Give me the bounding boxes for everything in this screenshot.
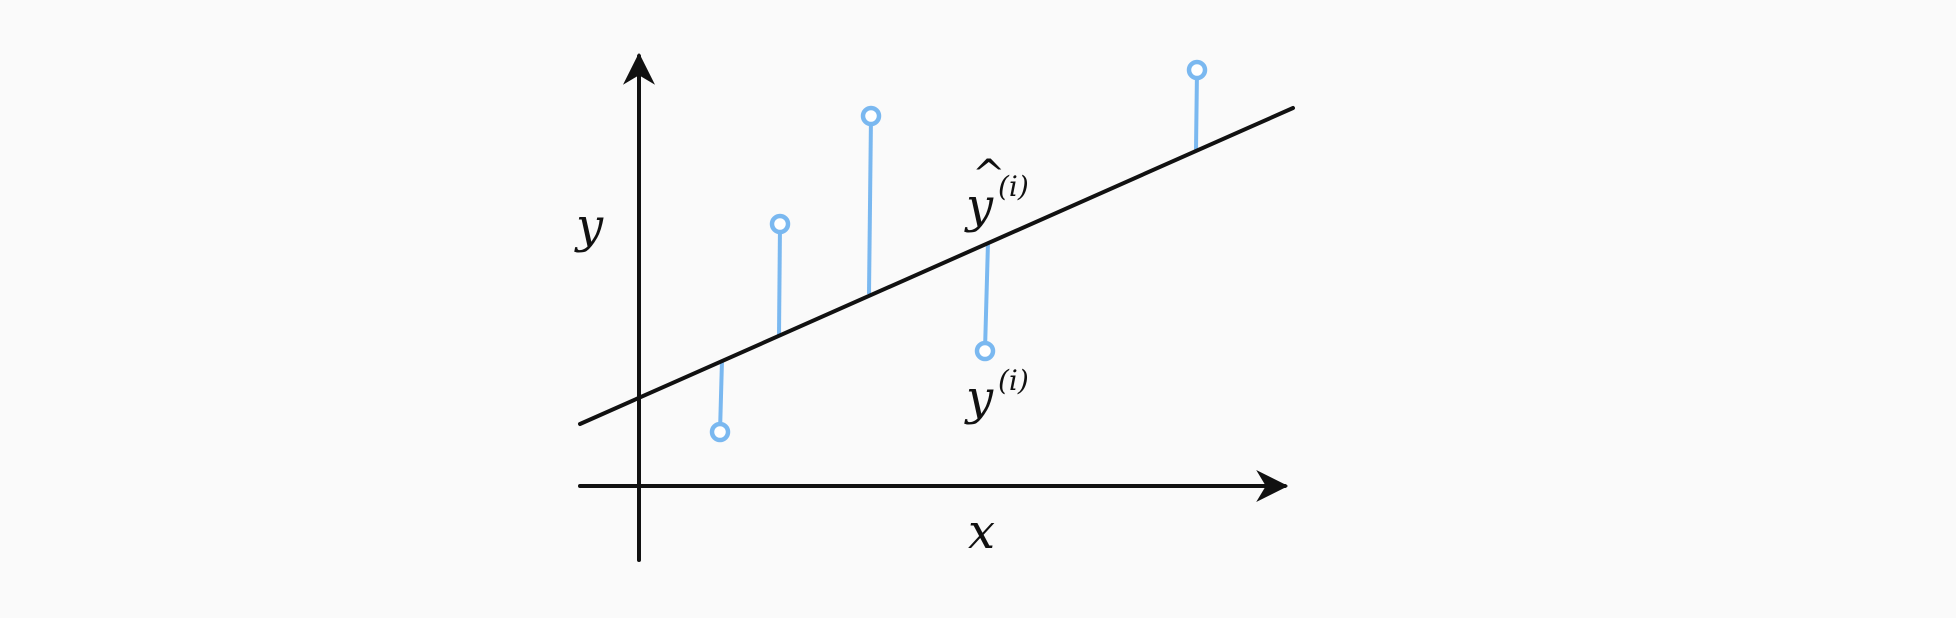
data-point bbox=[974, 340, 996, 362]
residual-line bbox=[718, 359, 724, 433]
x-axis-label: x bbox=[968, 504, 995, 560]
regression-line bbox=[578, 106, 1295, 426]
residual-line bbox=[867, 115, 873, 295]
svg-text:(i): (i) bbox=[998, 170, 1029, 203]
y-axis-label: y bbox=[574, 198, 604, 254]
svg-text:y: y bbox=[964, 370, 994, 426]
svg-text:(i): (i) bbox=[998, 364, 1029, 397]
svg-text:^: ^ bbox=[972, 152, 1006, 198]
data-point bbox=[709, 421, 731, 443]
residual-line bbox=[983, 241, 990, 351]
residual-line bbox=[1194, 69, 1199, 151]
data-point bbox=[1186, 59, 1208, 81]
svg-text:y: y bbox=[964, 178, 994, 234]
data-point bbox=[769, 213, 791, 235]
actual-value-label: y (i) bbox=[964, 364, 1029, 426]
residual-line bbox=[777, 223, 782, 337]
data-point bbox=[860, 105, 882, 127]
predicted-value-label: y ^ (i) bbox=[964, 152, 1029, 234]
